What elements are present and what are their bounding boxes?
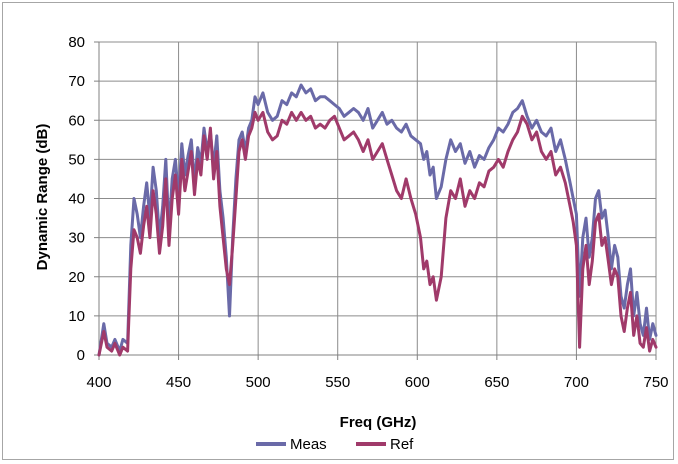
x-tick-label: 550 — [325, 374, 350, 391]
y-tick-label: 30 — [68, 230, 85, 247]
y-tick-label: 50 — [68, 151, 85, 168]
y-tick-label: 80 — [68, 34, 85, 51]
x-tick-label: 750 — [643, 374, 668, 391]
y-tick-label: 10 — [68, 308, 85, 325]
series-line-ref — [97, 110, 658, 357]
grid-lines — [99, 41, 657, 355]
x-axis-title: Freq (GHz) — [340, 414, 417, 431]
x-tick-label: 500 — [246, 374, 271, 391]
x-tick-label: 400 — [86, 374, 111, 391]
legend-label-meas: Meas — [290, 436, 327, 453]
series-lines — [97, 83, 658, 357]
y-axis-title: Dynamic Range (dB) — [34, 124, 51, 271]
legend-label-ref: Ref — [390, 436, 414, 453]
x-tick-label: 600 — [405, 374, 430, 391]
y-tick-label: 20 — [68, 269, 85, 286]
x-tick-label: 450 — [166, 374, 191, 391]
y-tick-label: 70 — [68, 73, 85, 90]
y-tick-label: 40 — [68, 191, 85, 208]
y-tick-label: 0 — [77, 347, 85, 364]
tick-labels: 0 10 20 30 40 50 60 70 80 400 450 500 550 600 650 700 75… — [68, 34, 668, 391]
x-tick-label: 700 — [564, 374, 589, 391]
y-tick-label: 60 — [68, 112, 85, 129]
legend: Meas Ref — [256, 436, 414, 453]
axes — [94, 41, 657, 360]
x-tick-label: 650 — [484, 374, 509, 391]
